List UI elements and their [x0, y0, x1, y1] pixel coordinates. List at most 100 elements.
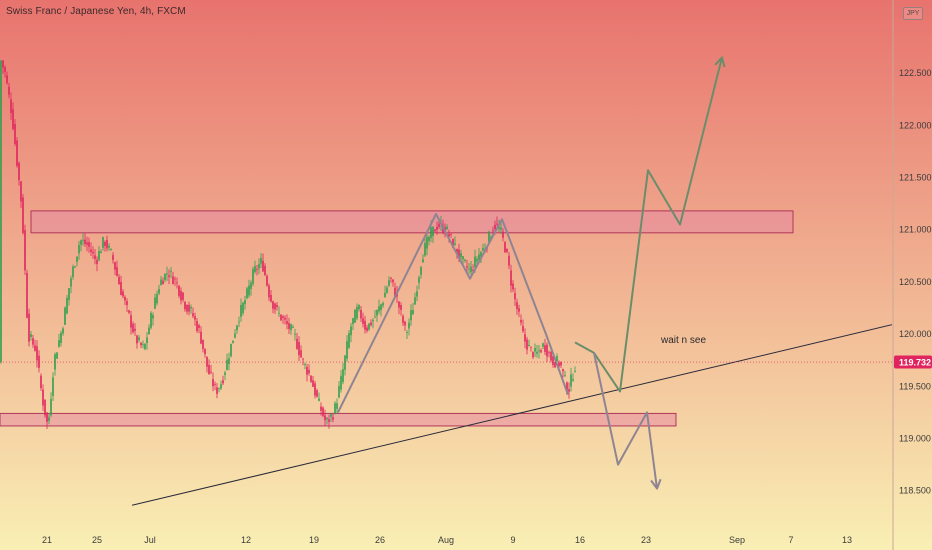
candle-body [502, 231, 504, 238]
x-tick-label: 16 [575, 535, 585, 545]
candle-body [276, 304, 278, 307]
candle-body [80, 240, 82, 245]
candle-body [88, 242, 90, 247]
candle-body [58, 340, 60, 347]
candle-body [430, 227, 432, 238]
zone-2[interactable] [0, 412, 677, 427]
candle-body [526, 339, 528, 350]
candle-body [210, 371, 212, 373]
candle-body [124, 296, 126, 301]
x-tick-label: Sep [729, 535, 745, 545]
candle-body [30, 334, 32, 337]
candle-body [180, 290, 182, 301]
candle-body [448, 234, 450, 237]
currency-badge[interactable]: JPY [903, 7, 923, 20]
candle-body [344, 355, 346, 370]
candle-body [346, 341, 348, 359]
candle-body [116, 267, 118, 276]
candle-body [574, 371, 576, 373]
y-tick-label: 122.500 [899, 68, 932, 78]
candle-body [324, 415, 326, 421]
candle-body [480, 252, 482, 258]
candle-body [172, 276, 174, 284]
candle-body [76, 256, 78, 263]
candle-body [174, 278, 176, 280]
candle-body [168, 275, 170, 277]
candle-body [62, 328, 64, 334]
y-tick-label: 118.500 [899, 486, 931, 496]
candle-body [404, 321, 406, 326]
candle-body [224, 372, 226, 375]
y-tick-label: 120.500 [899, 277, 932, 287]
chart-title[interactable]: Swiss Franc / Japanese Yen, 4h, FXCM [6, 6, 186, 17]
candle-body [74, 266, 76, 268]
candle-body [456, 248, 458, 254]
candle-body [528, 344, 530, 347]
candle-body [482, 248, 484, 251]
candle-body [298, 342, 300, 356]
candle-body [550, 352, 552, 361]
candle-body [314, 383, 316, 396]
candle-body [336, 403, 338, 409]
candle-body [468, 268, 470, 270]
candle-body [208, 365, 210, 375]
candle-body [450, 233, 452, 235]
projection-down-path[interactable] [593, 352, 658, 489]
candle-body [194, 316, 196, 320]
candle-body [84, 239, 86, 244]
x-tick-label: Jul [144, 535, 156, 545]
trendline[interactable] [131, 324, 893, 506]
candle-body [176, 282, 178, 284]
candle-body [140, 342, 142, 346]
zigzag-path[interactable] [337, 213, 569, 413]
candle-body [50, 398, 52, 416]
y-tick-label: 119.500 [899, 381, 931, 391]
candle-body [100, 251, 102, 254]
candle-body [2, 60, 4, 68]
x-tick-label: 19 [309, 535, 319, 545]
candle-body [104, 241, 106, 247]
candle-body [516, 302, 518, 310]
candle-body [328, 419, 330, 422]
candle-body [128, 310, 130, 313]
candle-body [130, 315, 132, 328]
candle-body [94, 255, 96, 260]
candle-body [138, 337, 140, 341]
projection-up-path[interactable] [574, 57, 723, 393]
zone-1[interactable] [30, 210, 794, 234]
candle-body [500, 227, 502, 230]
candle-body [248, 285, 250, 296]
candle-body [534, 348, 536, 352]
candle-body [342, 369, 344, 383]
candle-body [232, 340, 234, 344]
candle-body [426, 236, 428, 249]
candle-body [132, 323, 134, 333]
candle-body [228, 358, 230, 365]
candle-body [386, 287, 388, 293]
candle-body [8, 86, 10, 95]
y-axis: 122.500 122.000 121.500 121.000 120.500 120.0… [899, 68, 932, 496]
candle-body [36, 346, 38, 361]
candle-body [64, 307, 66, 325]
candle-body [406, 332, 408, 333]
candle-body [250, 282, 252, 290]
candle-body [72, 266, 74, 277]
candle-body [258, 264, 260, 269]
candle-body [332, 417, 334, 420]
candle-body [182, 292, 184, 300]
candle-body [22, 197, 24, 233]
candle-body [284, 317, 286, 320]
candle-body [478, 254, 480, 260]
candle-body [318, 398, 320, 401]
candle-body [546, 344, 548, 357]
candle-body [568, 389, 570, 392]
candle-body [508, 255, 510, 266]
candle-body [198, 325, 200, 328]
candle-body [312, 380, 314, 387]
candle-body [294, 333, 296, 335]
candle-body [240, 304, 242, 317]
candle-body [376, 309, 378, 316]
candle-body [542, 343, 544, 347]
candle-body [296, 338, 298, 349]
